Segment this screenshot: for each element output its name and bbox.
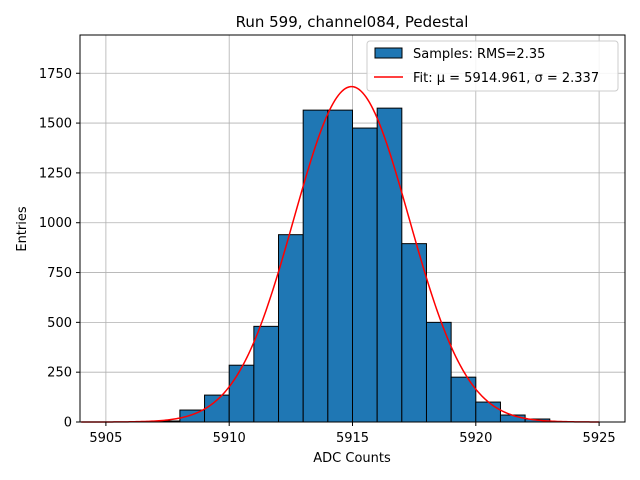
x-tick-label: 5920 (459, 431, 492, 446)
y-tick-label: 1000 (39, 216, 72, 231)
histogram-bar (352, 127, 378, 423)
histogram-bar (401, 243, 427, 423)
legend-label-samples: Samples: RMS=2.35 (413, 47, 545, 62)
x-tick-label: 5910 (213, 431, 246, 446)
legend-box (366, 40, 619, 92)
y-tick-label: 0 (64, 416, 72, 431)
histogram-bar (253, 325, 280, 423)
y-tick-label: 1250 (39, 166, 72, 181)
histogram-bar (302, 109, 329, 423)
legend-label-fit: Fit: μ = 5914.961, σ = 2.337 (413, 71, 599, 86)
histogram-bar (376, 107, 403, 423)
x-tick-label: 5905 (89, 431, 122, 446)
y-tick-label: 1750 (39, 67, 72, 82)
histogram-bar (475, 401, 501, 423)
legend: Samples: RMS=2.35 Fit: μ = 5914.961, σ =… (366, 40, 619, 92)
y-tick-label: 750 (47, 266, 72, 281)
histogram-bar (228, 364, 255, 423)
x-axis-title: ADC Counts (313, 451, 391, 466)
x-tick-label: 5925 (583, 431, 616, 446)
histogram-bars (154, 107, 551, 423)
chart-title: Run 599, channel084, Pedestal (236, 13, 469, 31)
axis-ticks: 5905 5910 5915 5920 5925 0 250 500 750 1000 1250 15… (39, 67, 616, 446)
y-tick-label: 500 (47, 316, 72, 331)
y-axis-title: Entries (15, 206, 30, 252)
histogram-bar (278, 234, 304, 423)
gaussian-fit-curve (81, 85, 600, 423)
fit-curve-group (81, 85, 600, 423)
x-tick-label: 5915 (336, 431, 369, 446)
histogram-bar (327, 109, 353, 423)
y-tick-label: 1500 (39, 117, 72, 132)
legend-swatch-samples (374, 47, 403, 59)
y-tick-label: 250 (47, 366, 72, 381)
